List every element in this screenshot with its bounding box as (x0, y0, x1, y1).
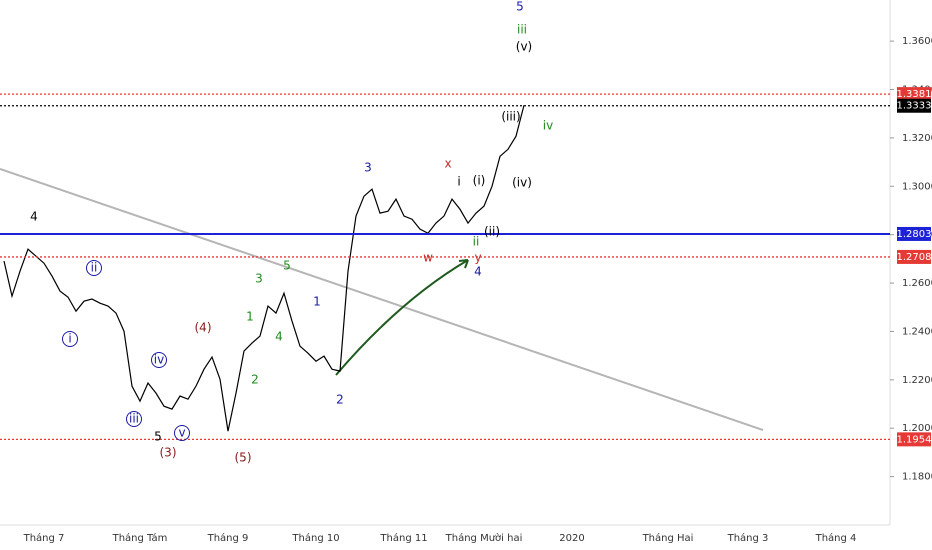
wave-label: (v) (516, 40, 532, 54)
x-tick-label: Tháng 9 (207, 532, 249, 544)
wave-label: i (457, 175, 460, 189)
wave-label: 5 (154, 430, 162, 444)
wave-label: x (444, 157, 451, 171)
trend-line (0, 168, 764, 431)
wave-label: (iii) (501, 110, 520, 124)
wave-circle (151, 352, 167, 368)
wave-label: (4) (195, 321, 212, 335)
wave-label: ii (473, 235, 480, 249)
wave-label: 1 (313, 295, 321, 309)
wave-circle (62, 331, 78, 347)
wave-circle (126, 411, 142, 427)
wave-label: y (474, 251, 481, 265)
price-level-box (897, 98, 931, 113)
wave-label: (i) (473, 174, 486, 188)
y-tick-label: 1.3600 (902, 36, 932, 47)
wave-label: iii (129, 412, 139, 426)
x-tick-label: Tháng 4 (815, 532, 857, 544)
wave-circle (86, 260, 102, 276)
wave-label: 2 (336, 393, 344, 407)
price-line (3, 105, 525, 432)
wave-label: i (68, 332, 71, 346)
projection-arrow (335, 259, 469, 376)
wave-label: 5 (283, 259, 291, 273)
y-tick-label: 1.3000 (902, 181, 932, 192)
wave-label: iv (154, 353, 164, 367)
arrow-head (458, 259, 469, 269)
wave-label: 5 (516, 0, 524, 14)
wave-circle (174, 425, 190, 441)
y-tick-label: 1.1800 (902, 472, 932, 483)
wave-label: (5) (235, 451, 252, 465)
x-tick-label: 2020 (559, 533, 584, 544)
y-tick-label: 1.2600 (902, 278, 932, 289)
x-tick-label: Tháng Tám (112, 532, 168, 544)
price-level-label: 1.2708 (897, 252, 932, 263)
wave-label: v (178, 426, 185, 440)
wave-label: 4 (30, 210, 38, 224)
wave-label: iv (543, 119, 553, 133)
price-level-box (897, 249, 931, 264)
y-tick-label: 1.2200 (902, 375, 932, 386)
y-tick-label: 1.3200 (902, 133, 932, 144)
wave-label: iii (517, 23, 527, 37)
x-tick-label: Tháng 3 (727, 532, 769, 544)
x-tick-label: Tháng Mười hai (445, 532, 523, 544)
wave-label: (ii) (484, 225, 500, 239)
wave-label: 4 (275, 330, 283, 344)
price-level-box (897, 87, 931, 102)
price-level-label: 1.3333 (897, 101, 932, 112)
wave-label: (iv) (512, 176, 532, 190)
price-level-label: 1.3381 (897, 89, 932, 100)
price-level-label: 1.2803 (897, 229, 932, 240)
x-tick-label: Tháng 10 (291, 532, 339, 544)
wave-label: 2 (251, 373, 259, 387)
price-level-box (897, 432, 931, 447)
wave-label: 3 (255, 272, 263, 286)
wave-label: 1 (246, 310, 254, 324)
price-level-box (897, 226, 931, 241)
wave-label: (3) (160, 446, 177, 460)
price-level-label: 1.1954 (897, 434, 932, 445)
x-tick-label: Tháng Hai (642, 532, 694, 544)
x-tick-label: Tháng 7 (23, 532, 65, 544)
wave-label: 3 (364, 161, 372, 175)
x-tick-label: Tháng 11 (379, 532, 427, 544)
y-tick-label: 1.2000 (902, 423, 932, 434)
y-tick-label: 1.2400 (902, 326, 932, 337)
wave-label: 4 (474, 265, 482, 279)
wave-label: w (423, 251, 433, 265)
wave-label: ii (91, 261, 98, 275)
